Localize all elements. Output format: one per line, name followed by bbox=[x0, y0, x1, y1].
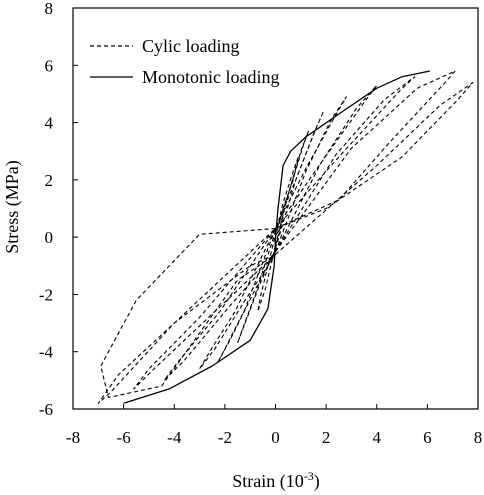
x-tick-label: -8 bbox=[66, 428, 80, 447]
x-tick-label: 6 bbox=[423, 428, 432, 447]
x-tick-label: 2 bbox=[322, 428, 331, 447]
y-tick-label: -4 bbox=[39, 343, 54, 362]
x-tick-label: -6 bbox=[117, 428, 131, 447]
tick-labels: -8 -6 -4 -2 0 2 4 6 8 -6 -4 -2 0 2 4 6 8 bbox=[39, 0, 482, 447]
y-axis-title: Stress (MPa) bbox=[2, 160, 23, 254]
y-tick-label: 2 bbox=[45, 171, 54, 190]
cyclic-loop-3 bbox=[216, 110, 325, 364]
y-tick-label: 8 bbox=[45, 0, 54, 18]
x-tick-label: -2 bbox=[218, 428, 232, 447]
x-tick-label: -4 bbox=[167, 428, 182, 447]
plot-frame bbox=[72, 7, 479, 410]
cyclic-loop-2 bbox=[236, 130, 309, 344]
y-tick-label: 4 bbox=[45, 114, 54, 133]
x-tick-label: 4 bbox=[373, 428, 382, 447]
legend: Cylic loading Monotonic loading bbox=[90, 36, 280, 87]
x-tick-label: 8 bbox=[474, 428, 483, 447]
cyclic-loop-8 bbox=[100, 81, 474, 399]
cyclic-loop-5 bbox=[163, 84, 378, 381]
monotonic-loading-line bbox=[123, 70, 431, 404]
series-group bbox=[97, 70, 474, 404]
legend-label-cyclic: Cylic loading bbox=[142, 36, 240, 56]
cyclic-loop-7 bbox=[97, 70, 456, 404]
y-tick-label: -2 bbox=[39, 285, 53, 304]
cyclic-loop-4 bbox=[199, 96, 347, 370]
y-tick-label: 0 bbox=[45, 228, 54, 247]
y-tick-label: -6 bbox=[39, 400, 53, 419]
cyclic-loop-6 bbox=[133, 76, 416, 390]
x-axis-title: Strain (10-3) bbox=[232, 469, 320, 492]
y-tick-label: 6 bbox=[45, 56, 54, 75]
x-tick-label: 0 bbox=[271, 428, 280, 447]
legend-label-monotonic: Monotonic loading bbox=[142, 67, 280, 87]
